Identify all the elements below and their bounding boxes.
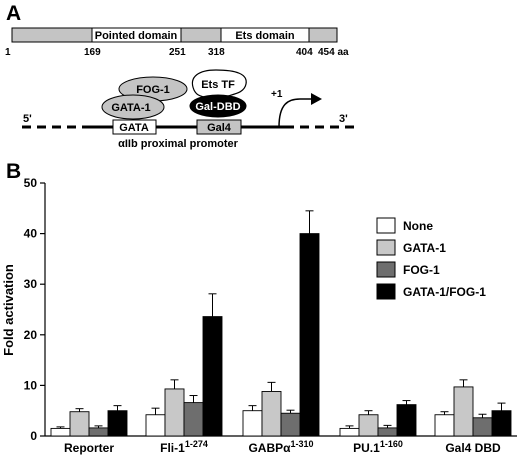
protein-segment-n [11,27,93,43]
pointed-domain-label: Pointed domain [95,30,178,42]
protein-segment-mid [180,27,222,43]
bar [472,417,493,437]
x-category-label: GABPα1-310 [248,439,313,455]
gata-1-oval [101,94,165,120]
legend-label: GATA-1 [403,241,446,255]
factor-cartoon: FOG-1 GATA-1 Ets TF Gal-DBD [101,69,247,120]
gata-site-label: GATA [119,122,149,134]
bar [164,388,185,437]
gata-site-box [112,119,157,135]
legend-label: GATA-1/FOG-1 [403,285,486,299]
x-category-superscript: 1-310 [291,439,314,449]
position-454: 454 aa [318,47,349,58]
x-category-label: Fli-11-274 [160,439,208,455]
bar [339,427,360,437]
bar [88,427,109,437]
gal4-site-box [196,119,242,135]
bar [183,402,204,437]
gal4-site-label: Gal4 [207,122,232,134]
x-category-base: Reporter [64,441,114,455]
y-tick-label: 20 [24,328,38,342]
ets-tf-shape [191,69,247,99]
bar [434,414,455,437]
protein-map: Pointed domain Ets domain 1 169 251 318 … [5,27,349,58]
x-category-label: PU.11-160 [353,439,403,455]
x-category-superscript: 1-160 [380,439,403,449]
legend-swatch [376,217,396,234]
ets-domain-label: Ets domain [235,30,295,42]
gal-dbd-oval [189,94,247,118]
legend-label: FOG-1 [403,263,440,277]
gata-1-label: GATA-1 [111,102,150,114]
bar [280,412,301,437]
ets-tf-label: Ets TF [201,79,235,91]
bar [299,233,320,437]
bar [107,410,128,437]
panel-b-label: B [6,160,21,183]
x-category-base: Gal4 DBD [445,441,501,455]
bar [396,404,417,437]
dna-3-prime: 3' [339,113,348,125]
legend: None GATA-1 FOG-1 GATA-1/FOG-1 [376,217,486,300]
x-axis-labels: Reporter Fli-11-274 GABPα1-310 PU.11-160 Gal… [64,439,501,455]
legend-swatch [376,261,396,278]
bar [377,427,398,437]
dna-5-prime: 5' [23,113,32,125]
x-category-label: Gal4 DBD [445,441,501,455]
bar-series-group [50,233,512,437]
tss-label: +1 [271,89,283,100]
legend-swatch [376,239,396,256]
legend-label: None [403,219,433,233]
y-tick-label: 0 [30,429,37,443]
panel-a-label: A [6,2,21,25]
bar [453,386,474,437]
bar [202,316,223,437]
legend-swatch [376,283,396,300]
protein-segment-c [308,27,338,43]
x-category-base: GABPα [248,441,291,455]
y-tick-label: 30 [24,277,38,291]
x-category-base: PU.1 [353,441,380,455]
position-1: 1 [5,47,11,58]
gal-dbd-label: Gal-DBD [195,101,240,113]
y-tick-label: 50 [24,176,38,190]
bar [50,427,71,437]
x-category-base: Fli-1 [160,441,185,455]
bar [261,391,282,437]
tss-arrow [278,98,318,128]
y-axis-label: Fold activation [1,264,16,356]
bar [145,414,166,437]
tss-arrowhead-icon [311,93,322,105]
x-category-label: Reporter [64,441,114,455]
error-bars-group [56,210,506,429]
y-tick-label: 10 [24,378,38,392]
position-251: 251 [169,47,186,58]
bar [242,410,263,437]
x-category-superscript: 1-274 [185,439,208,449]
y-axis-ticks: 0 10 20 30 40 50 [24,176,45,443]
fog-1-label: FOG-1 [136,84,170,96]
position-169: 169 [84,47,101,58]
bar [69,411,90,437]
bar [358,414,379,437]
position-404: 404 [296,47,313,58]
y-tick-label: 40 [24,227,38,241]
bar-chart: Fold activation 0 10 20 30 40 50 Reporter Fli-… [1,176,517,455]
promoter-name: αIIb proximal promoter [118,138,239,150]
position-318: 318 [208,47,225,58]
bar [491,410,512,437]
promoter-diagram: 5' 3' GATA Gal4 +1 αIIb proximal promote… [22,89,356,150]
